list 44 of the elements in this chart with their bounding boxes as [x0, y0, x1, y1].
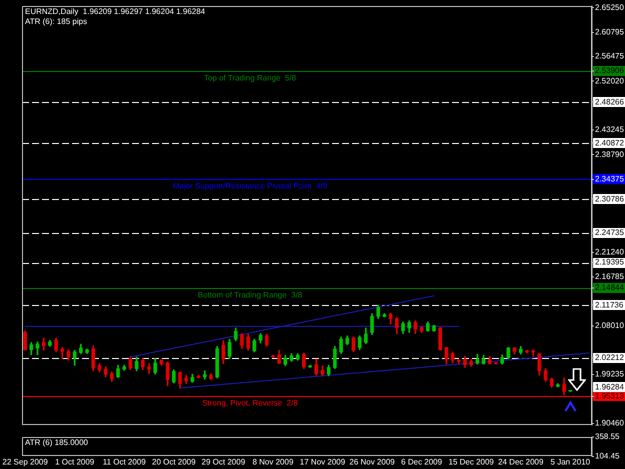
x-tick-label: 5 Jan 2010: [550, 457, 591, 466]
x-tick-label: 29 Oct 2009: [202, 457, 246, 466]
y-tick-label: 2.38790: [595, 150, 624, 159]
y-tick-label: 2.40872: [595, 138, 624, 148]
x-tick-label: 15 Dec 2009: [448, 457, 494, 466]
y-tick-label: 2.11736: [595, 300, 624, 310]
y-tick-label: 2.60795: [595, 28, 624, 37]
y-tick-label: 358.55: [595, 432, 620, 442]
x-tick-label: 26 Nov 2009: [349, 457, 396, 466]
y-tick-label: 1.99235: [595, 370, 624, 379]
chart-title: ATR (6) 185.0000: [25, 438, 89, 448]
ref-line-label: Top of Trading Range 5/8: [204, 74, 297, 83]
x-tick-label: 22 Sep 2009: [2, 457, 48, 466]
y-tick-label: 2.34375: [595, 174, 624, 184]
x-tick-label: 6 Dec 2009: [401, 457, 443, 466]
y-tick-label: 2.19395: [595, 258, 624, 267]
y-tick-label: 2.43245: [595, 125, 624, 134]
text: 1.96284: [595, 382, 624, 392]
y-tick-label: 2.14844: [595, 282, 624, 292]
y-tick-label: 2.56475: [595, 52, 624, 61]
y-tick-label: 2.24735: [595, 228, 624, 238]
x-tick-label: 24 Dec 2009: [498, 457, 544, 466]
text: ATR (6): 185 pips: [25, 17, 88, 26]
y-tick-label: 104.45: [595, 452, 620, 461]
x-tick-label: 17 Nov 2009: [300, 457, 346, 466]
y-tick-label: 2.21240: [595, 247, 624, 256]
x-tick-label: 1 Oct 2009: [55, 457, 95, 466]
y-tick-label: 2.53906: [595, 66, 624, 75]
x-tick-label: 11 Oct 2009: [102, 457, 146, 466]
chart-title: EURNZD,Daily 1.96209 1.96297 1.96204 1.96284: [25, 7, 206, 16]
y-tick-label: 2.08010: [595, 320, 624, 330]
y-tick-label: 2.65250: [595, 2, 624, 12]
y-tick-label: 2.16785: [595, 272, 624, 282]
ref-line-label: Major Support/Resistance Pivotal Point 4/8: [172, 182, 328, 191]
x-tick-label: 8 Nov 2009: [252, 457, 294, 466]
y-tick-label: 2.02212: [595, 353, 624, 362]
y-tick-label: 1.90460: [595, 418, 624, 428]
y-tick-label: 1.95313: [595, 391, 624, 400]
ref-line-label: Strong, Pivot, Reverse 2/8: [202, 398, 298, 408]
y-tick-label: 2.48266: [595, 97, 624, 106]
y-tick-label: 2.30786: [595, 194, 624, 204]
x-tick-label: 20 Oct 2009: [152, 457, 196, 466]
ref-line-label: Bottom of Trading Range 3/8: [198, 290, 303, 300]
y-tick-label: 2.52020: [595, 76, 624, 86]
